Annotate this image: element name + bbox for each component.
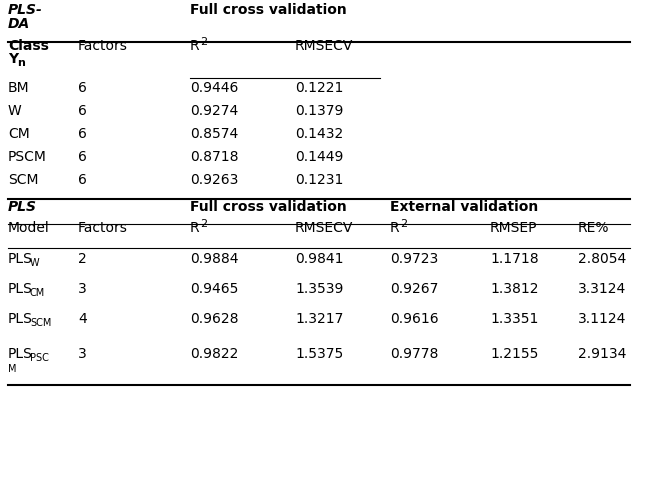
Text: 0.9723: 0.9723: [390, 252, 438, 266]
Text: Y: Y: [8, 52, 18, 66]
Text: 0.9841: 0.9841: [295, 252, 344, 266]
Text: R: R: [390, 221, 400, 235]
Text: 0.9822: 0.9822: [190, 347, 238, 361]
Text: 6: 6: [78, 150, 87, 164]
Text: PLS: PLS: [8, 200, 37, 214]
Text: PLS: PLS: [8, 282, 33, 296]
Text: 0.9267: 0.9267: [390, 282, 439, 296]
Text: 3: 3: [78, 347, 87, 361]
Text: 0.9446: 0.9446: [190, 81, 238, 95]
Text: Factors: Factors: [78, 39, 128, 53]
Text: W: W: [30, 258, 39, 268]
Text: n: n: [17, 58, 25, 68]
Text: 1.5375: 1.5375: [295, 347, 344, 361]
Text: R: R: [190, 39, 200, 53]
Text: 2: 2: [78, 252, 87, 266]
Text: 4: 4: [78, 312, 87, 326]
Text: 1.3539: 1.3539: [295, 282, 344, 296]
Text: 1.3217: 1.3217: [295, 312, 344, 326]
Text: R: R: [190, 221, 200, 235]
Text: 0.9263: 0.9263: [190, 173, 238, 187]
Text: RMSEP: RMSEP: [490, 221, 538, 235]
Text: 6: 6: [78, 127, 87, 141]
Text: Factors: Factors: [78, 221, 128, 235]
Text: 6: 6: [78, 173, 87, 187]
Text: Full cross validation: Full cross validation: [190, 3, 347, 17]
Text: RMSECV: RMSECV: [295, 39, 353, 53]
Text: 6: 6: [78, 81, 87, 95]
Text: Full cross validation: Full cross validation: [190, 200, 347, 214]
Text: 0.1432: 0.1432: [295, 127, 344, 141]
Text: W: W: [8, 104, 22, 118]
Text: BM: BM: [8, 81, 30, 95]
Text: 0.1449: 0.1449: [295, 150, 344, 164]
Text: 2: 2: [200, 219, 207, 229]
Text: Class: Class: [8, 39, 49, 53]
Text: 0.9884: 0.9884: [190, 252, 239, 266]
Text: 6: 6: [78, 104, 87, 118]
Text: 0.9616: 0.9616: [390, 312, 439, 326]
Text: PSC: PSC: [30, 353, 49, 363]
Text: DA: DA: [8, 17, 30, 31]
Text: PLS: PLS: [8, 312, 33, 326]
Text: SCM: SCM: [30, 318, 51, 328]
Text: 2: 2: [200, 37, 207, 47]
Text: 3.3124: 3.3124: [578, 282, 626, 296]
Text: 2.8054: 2.8054: [578, 252, 626, 266]
Text: 0.9274: 0.9274: [190, 104, 238, 118]
Text: 0.9778: 0.9778: [390, 347, 439, 361]
Text: 2.9134: 2.9134: [578, 347, 626, 361]
Text: External validation: External validation: [390, 200, 538, 214]
Text: 1.1718: 1.1718: [490, 252, 538, 266]
Text: M: M: [8, 364, 17, 374]
Text: PLS: PLS: [8, 347, 33, 361]
Text: SCM: SCM: [8, 173, 39, 187]
Text: 1.3812: 1.3812: [490, 282, 538, 296]
Text: 0.8718: 0.8718: [190, 150, 239, 164]
Text: 3: 3: [78, 282, 87, 296]
Text: CM: CM: [8, 127, 30, 141]
Text: 2: 2: [400, 219, 407, 229]
Text: 0.8574: 0.8574: [190, 127, 238, 141]
Text: 0.9628: 0.9628: [190, 312, 239, 326]
Text: 0.9465: 0.9465: [190, 282, 238, 296]
Text: Model: Model: [8, 221, 50, 235]
Text: RE%: RE%: [578, 221, 609, 235]
Text: PLS: PLS: [8, 252, 33, 266]
Text: RMSECV: RMSECV: [295, 221, 353, 235]
Text: CM: CM: [30, 288, 45, 298]
Text: 0.1231: 0.1231: [295, 173, 344, 187]
Text: 3.1124: 3.1124: [578, 312, 626, 326]
Text: PSCM: PSCM: [8, 150, 47, 164]
Text: 0.1379: 0.1379: [295, 104, 344, 118]
Text: 1.3351: 1.3351: [490, 312, 538, 326]
Text: PLS-: PLS-: [8, 3, 43, 17]
Text: 1.2155: 1.2155: [490, 347, 538, 361]
Text: 0.1221: 0.1221: [295, 81, 344, 95]
